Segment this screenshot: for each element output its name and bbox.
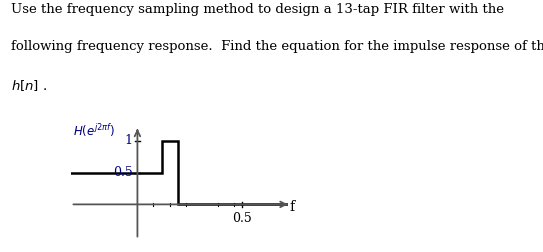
Text: $H(e^{j2\pi f})$: $H(e^{j2\pi f})$ <box>73 122 116 139</box>
Text: 0.5: 0.5 <box>232 212 252 225</box>
Text: 0.5: 0.5 <box>113 166 132 179</box>
Text: $h[n]$ .: $h[n]$ . <box>11 78 47 93</box>
Text: following frequency response.  Find the equation for the impulse response of the: following frequency response. Find the e… <box>11 40 543 53</box>
Text: 1: 1 <box>125 134 132 147</box>
Text: f: f <box>290 200 295 214</box>
Text: Use the frequency sampling method to design a 13-tap FIR filter with the: Use the frequency sampling method to des… <box>11 3 504 16</box>
